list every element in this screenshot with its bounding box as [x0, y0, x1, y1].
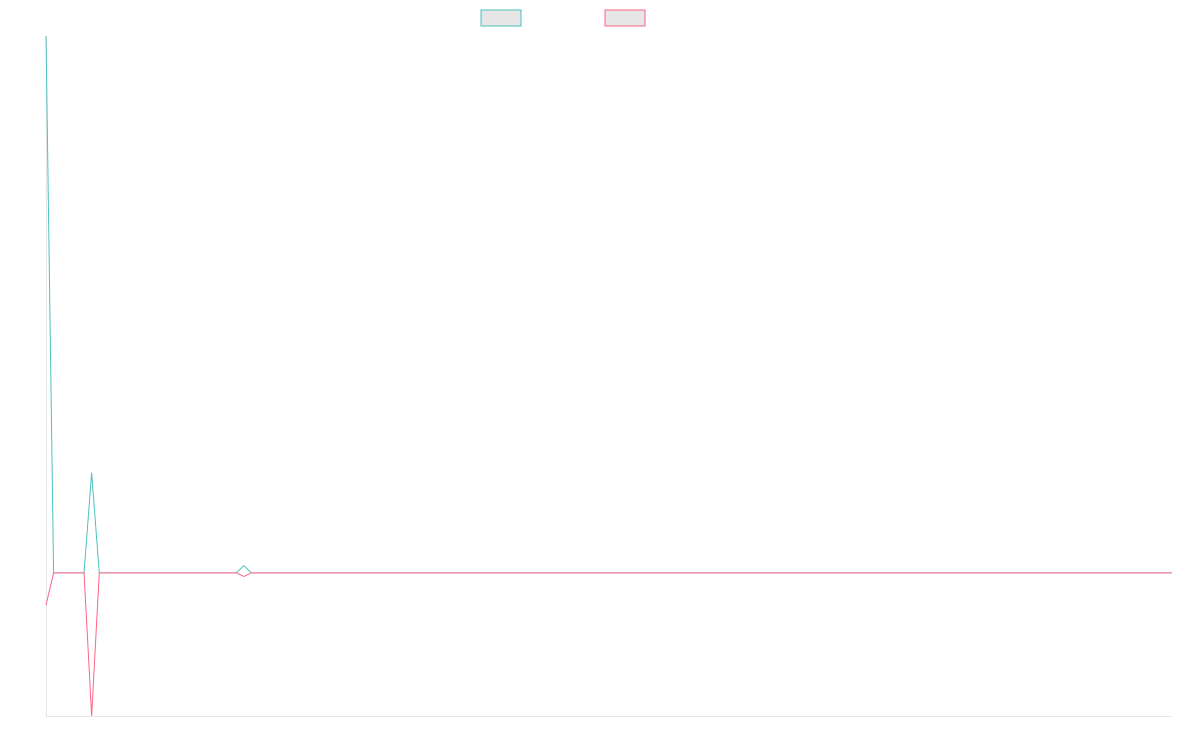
series-lines [45, 35, 1172, 717]
legend [480, 9, 646, 27]
axes [46, 36, 1172, 717]
legend-swatch-2[interactable] [604, 9, 646, 27]
series-line-2 [45, 572, 1172, 717]
series-line-1 [45, 35, 1172, 574]
legend-swatch-1[interactable] [480, 9, 522, 27]
